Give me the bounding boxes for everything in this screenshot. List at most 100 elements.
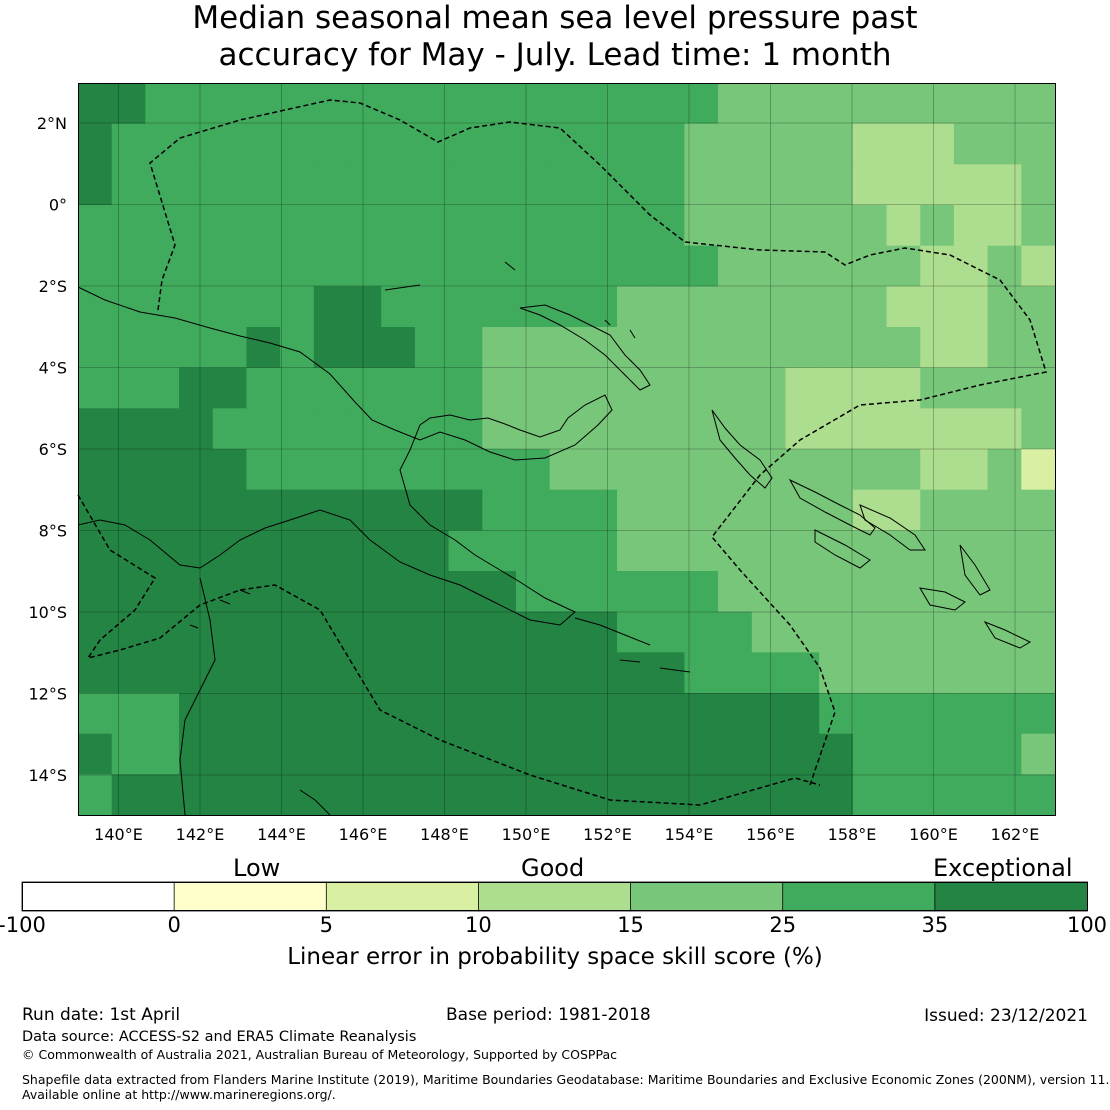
skill-cell [482, 611, 517, 653]
skill-cell [212, 571, 248, 613]
skill-cell [313, 327, 349, 369]
skill-cell [920, 489, 955, 531]
shapefile-credit: Shapefile data extracted from Flanders M… [22, 1072, 1110, 1087]
skill-cell [953, 611, 989, 653]
skill-cell [953, 774, 989, 816]
skill-cell [414, 530, 450, 572]
skill-cell [886, 286, 921, 328]
skill-cell [414, 611, 450, 653]
skill-cell [650, 489, 686, 531]
solomon-islands-mid [859, 504, 926, 551]
skill-cell [987, 774, 1022, 816]
skill-cell [1021, 449, 1056, 491]
skill-cell [145, 123, 180, 165]
map-frame [78, 83, 1056, 816]
skill-cell [549, 530, 584, 572]
skill-cell [313, 530, 349, 572]
skill-cell [179, 408, 214, 450]
skill-cell [448, 164, 483, 206]
skill-cell [448, 774, 483, 816]
skill-cell [78, 693, 113, 735]
skill-cell [549, 611, 584, 653]
skill-cell [280, 205, 315, 247]
skill-cell [819, 611, 854, 653]
skill-cell [684, 733, 719, 775]
skill-cell [111, 83, 146, 125]
skill-cell [212, 83, 248, 125]
skill-cell [347, 367, 382, 409]
skill-cell [482, 205, 517, 247]
skill-cell [448, 571, 483, 613]
skill-cell [819, 83, 854, 125]
skill-cell [280, 286, 315, 328]
skill-cell [684, 693, 719, 735]
skill-cell [987, 571, 1022, 613]
skill-cell [684, 327, 719, 369]
skill-cell [347, 530, 382, 572]
skill-cell [111, 205, 146, 247]
skill-cell [145, 449, 180, 491]
skill-cell [515, 449, 551, 491]
skill-cell [246, 164, 281, 206]
skill-cell [583, 571, 618, 613]
skill-cell [852, 774, 888, 816]
skill-cell [280, 530, 315, 572]
colorbar-tick-label: 15 [617, 913, 644, 937]
colorbar [21, 881, 1088, 912]
skill-cell [617, 733, 652, 775]
eez-boundaries [77, 99, 1047, 806]
skill-cell [953, 449, 989, 491]
colorbar-tick-label: 100 [1066, 913, 1108, 937]
skill-cell [751, 245, 787, 287]
skill-cell [987, 449, 1022, 491]
skill-cell [617, 408, 652, 450]
skill-cell [785, 205, 820, 247]
skill-cell [381, 367, 416, 409]
skill-cell [448, 449, 483, 491]
skill-cell [785, 123, 820, 165]
skill-cell [886, 571, 921, 613]
colorbar-tick-label: 0 [167, 913, 181, 937]
skill-cell [751, 408, 787, 450]
skill-cell [212, 733, 248, 775]
skill-cell [751, 571, 787, 613]
shapefile-url: Available online at http://www.marinereg… [22, 1087, 336, 1102]
skill-cell [515, 611, 551, 653]
skill-cell [448, 123, 483, 165]
skill-cell [482, 449, 517, 491]
skill-cell [920, 408, 955, 450]
skill-cell [246, 408, 281, 450]
skill-cell [1021, 693, 1056, 735]
skill-cell [414, 327, 450, 369]
skill-cell [852, 693, 888, 735]
skill-cell [920, 164, 955, 206]
skill-cell [617, 245, 652, 287]
skill-cell [313, 571, 349, 613]
skill-cell [381, 774, 416, 816]
skill-cell [650, 245, 686, 287]
skill-cell [179, 367, 214, 409]
skill-cell [1021, 164, 1056, 206]
skill-cell [617, 611, 652, 653]
skill-cell [482, 774, 517, 816]
skill-cell [482, 571, 517, 613]
skill-cell [280, 164, 315, 206]
skill-cell [751, 652, 787, 694]
colorbar-swatches [21, 881, 1088, 912]
png-australia-boundary [77, 494, 821, 806]
skill-cell [179, 205, 214, 247]
skill-cell [751, 286, 787, 328]
skill-cell [953, 733, 989, 775]
new-guinea-coast [77, 286, 613, 626]
skill-cell [684, 652, 719, 694]
skill-cell [414, 205, 450, 247]
skill-cell [953, 652, 989, 694]
skill-cell [212, 449, 248, 491]
skill-cell [347, 733, 382, 775]
skill-cell [179, 123, 214, 165]
skill-cell [482, 83, 517, 125]
skill-cell [751, 611, 787, 653]
skill-cell [414, 83, 450, 125]
png-eez-north [149, 99, 1047, 786]
skill-cell [212, 693, 248, 735]
